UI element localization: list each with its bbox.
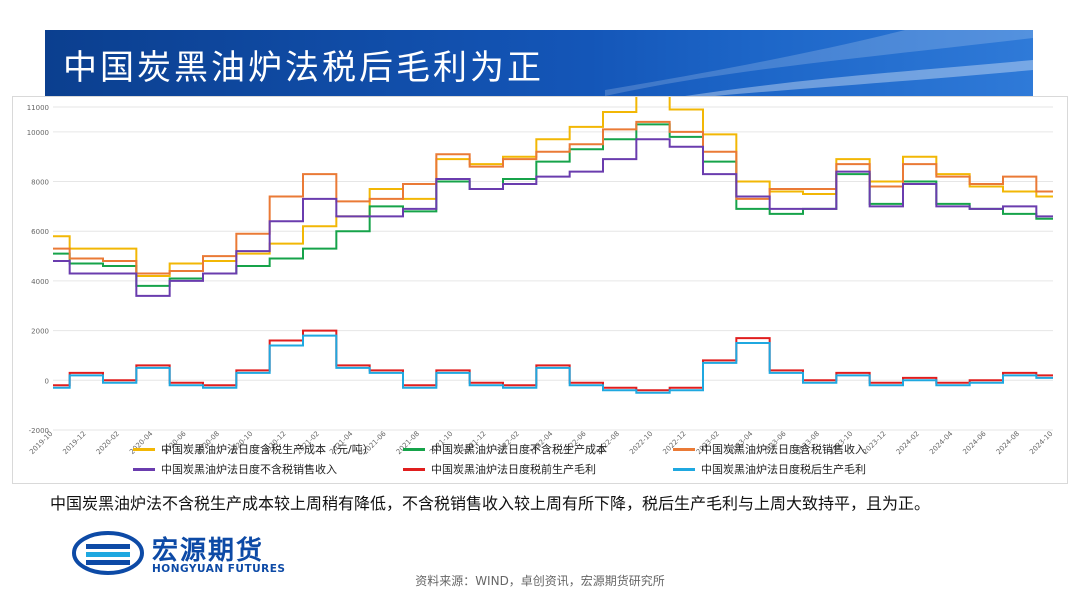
logo-english-name: HONGYUAN FUTURES bbox=[152, 563, 286, 575]
chart-container: 11000 10000 8000 6000 4000 2000 0 -2000 2019-10 2… bbox=[12, 96, 1068, 484]
legend-swatch bbox=[133, 467, 155, 471]
title-banner: 中国炭黑油炉法税后毛利为正 bbox=[45, 30, 1033, 96]
legend-item-2: 中国炭黑油炉法日度含税销售收入 bbox=[673, 441, 866, 457]
legend-swatch bbox=[133, 447, 155, 451]
legend-item-4: 中国炭黑油炉法日度税前生产毛利 bbox=[403, 461, 596, 477]
legend-item-3: 中国炭黑油炉法日度不含税销售收入 bbox=[133, 461, 337, 477]
company-logo: 宏源期货 HONGYUAN FUTURES bbox=[72, 530, 312, 576]
legend-label: 中国炭黑油炉法日度含税生产成本（元/吨） bbox=[161, 443, 374, 456]
legend-item-0: 中国炭黑油炉法日度含税生产成本（元/吨） bbox=[133, 441, 374, 457]
chart-legend: 中国炭黑油炉法日度含税生产成本（元/吨） 中国炭黑油炉法日度不含税生产成本 中国炭黑… bbox=[133, 441, 1033, 481]
series-line-4 bbox=[53, 329, 1053, 392]
y-tick-label: -2000 bbox=[29, 427, 49, 435]
summary-text: 中国炭黑油炉法不含税生产成本较上周稍有降低，不含税销售收入较上周有所下降，税后生… bbox=[50, 494, 931, 513]
legend-swatch bbox=[403, 447, 425, 451]
series-line-5 bbox=[53, 334, 1053, 394]
y-tick-label: 0 bbox=[45, 377, 49, 385]
legend-label: 中国炭黑油炉法日度含税销售收入 bbox=[701, 443, 866, 456]
logo-emblem-icon bbox=[72, 531, 144, 575]
y-tick-label: 8000 bbox=[31, 179, 49, 187]
series-line-2 bbox=[53, 120, 1053, 275]
x-tick-label: 2019-12 bbox=[61, 430, 87, 456]
page-title: 中国炭黑油炉法税后毛利为正 bbox=[63, 48, 544, 88]
logo-chinese-name: 宏源期货 bbox=[152, 536, 265, 566]
y-tick-label: 4000 bbox=[31, 278, 49, 286]
banner-wave-decoration bbox=[605, 30, 1033, 96]
legend-swatch bbox=[403, 467, 425, 471]
series-line-3 bbox=[53, 138, 1053, 297]
legend-swatch bbox=[673, 447, 695, 451]
y-tick-label: 10000 bbox=[27, 129, 49, 137]
legend-swatch bbox=[673, 467, 695, 471]
legend-label: 中国炭黑油炉法日度不含税销售收入 bbox=[161, 463, 337, 476]
y-tick-label: 11000 bbox=[27, 104, 49, 112]
x-tick-label: 2020-02 bbox=[95, 430, 121, 456]
source-note: 资料来源：WIND，卓创资讯，宏源期货研究所 bbox=[415, 574, 665, 588]
legend-item-1: 中国炭黑油炉法日度不含税生产成本 bbox=[403, 441, 607, 457]
legend-label: 中国炭黑油炉法日度不含税生产成本 bbox=[431, 443, 607, 456]
legend-label: 中国炭黑油炉法日度税后生产毛利 bbox=[701, 463, 866, 476]
y-tick-label: 6000 bbox=[31, 228, 49, 236]
y-tick-label: 2000 bbox=[31, 328, 49, 336]
series-line-0 bbox=[53, 97, 1053, 277]
legend-item-5: 中国炭黑油炉法日度税后生产毛利 bbox=[673, 461, 866, 477]
legend-label: 中国炭黑油炉法日度税前生产毛利 bbox=[431, 463, 596, 476]
